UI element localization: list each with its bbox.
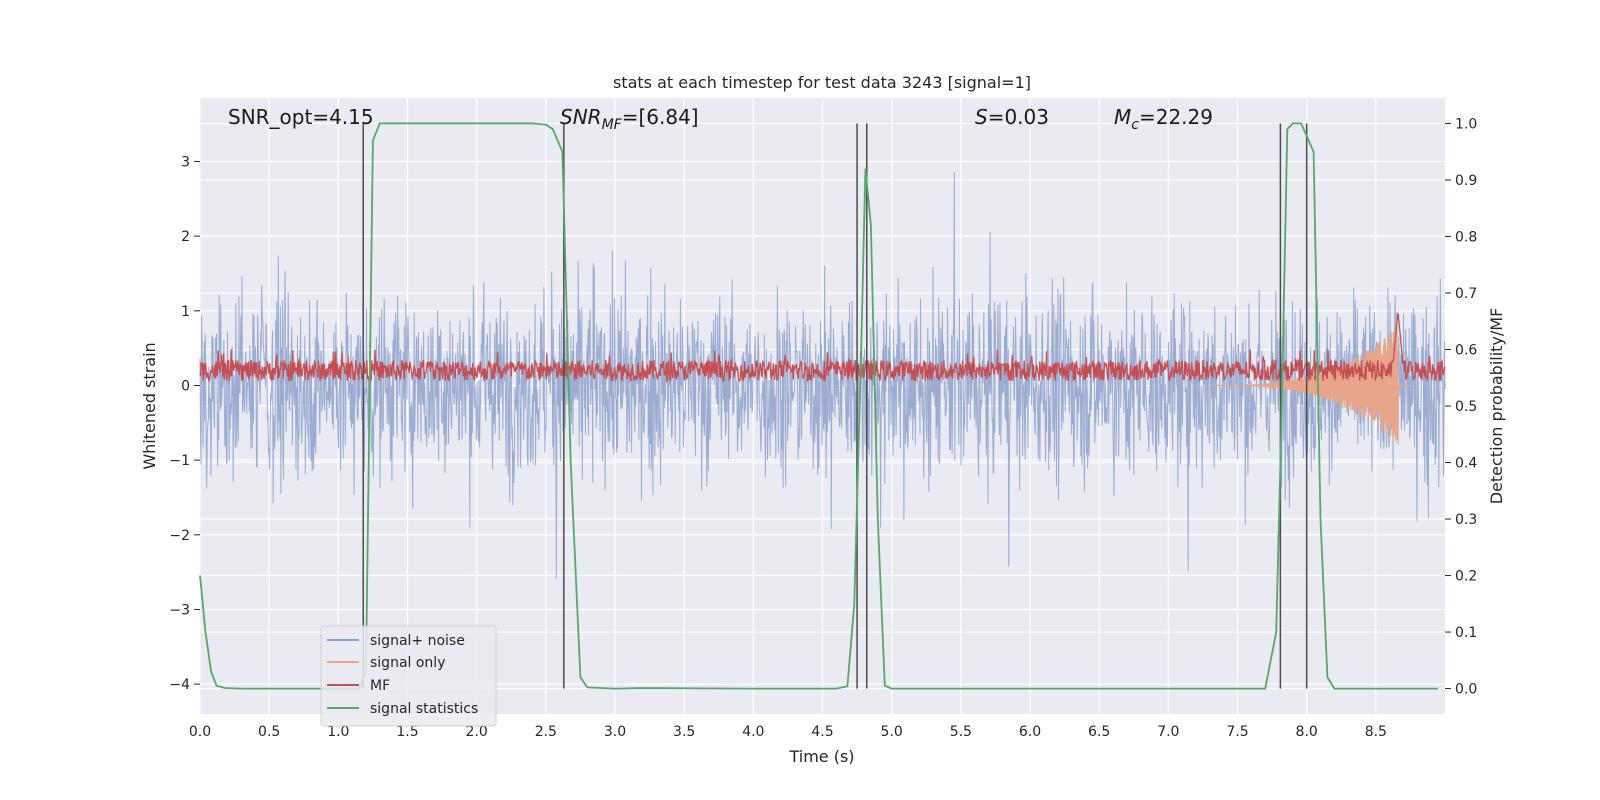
x-tick-label: 0.0 xyxy=(189,724,211,740)
annotation-s: S=0.03 xyxy=(975,105,1049,129)
x-tick-label: 7.0 xyxy=(1157,724,1179,740)
y2-tick-label: 0.4 xyxy=(1455,456,1477,472)
annotation-mc: Mc=22.29 xyxy=(1114,105,1213,133)
y-tick-label: 3 xyxy=(181,154,190,170)
y2-tick-label: 0.7 xyxy=(1455,286,1477,302)
series-mf xyxy=(199,312,1446,384)
x-tick-label: 2.5 xyxy=(535,724,557,740)
vertical-lines xyxy=(362,123,1308,689)
x-tick-label: 2.0 xyxy=(466,724,488,740)
x-tick-label: 6.5 xyxy=(1088,724,1110,740)
y-tick-label: −2 xyxy=(169,528,190,544)
y2-axis-title: Detection probability/MF xyxy=(1487,308,1506,505)
legend-label-signal-only: signal only xyxy=(370,655,445,671)
y2-tick-label: 0.8 xyxy=(1455,229,1477,245)
y-tick-label: 2 xyxy=(181,229,190,245)
x-tick-label: 8.0 xyxy=(1296,724,1318,740)
x-tick-label: 4.0 xyxy=(742,724,764,740)
x-axis-ticks: 0.0 0.5 1.0 1.5 2.0 2.5 3.0 3.5 4.0 4.5 5.0 5.5 6.0 6… xyxy=(189,724,1387,740)
x-axis-title: Time (s) xyxy=(788,747,854,766)
annotation-snr-mf: SNRMF=[6.84] xyxy=(560,105,699,133)
x-tick-label: 1.0 xyxy=(327,724,349,740)
y2-tick-label: 0.6 xyxy=(1455,342,1477,358)
y2-tick-label: 1.0 xyxy=(1455,116,1477,132)
y-axis-ticks: −4 −3 −2 −1 0 1 2 3 xyxy=(169,154,200,693)
y2-axis-ticks: 0.0 0.1 0.2 0.3 0.4 0.5 0.6 0.7 0.8 0.9 1.0 xyxy=(1445,116,1477,698)
x-tick-label: 1.5 xyxy=(396,724,418,740)
y2-tick-label: 0.9 xyxy=(1455,173,1477,189)
x-tick-label: 8.5 xyxy=(1365,724,1387,740)
y2-tick-label: 0.0 xyxy=(1455,682,1477,698)
y-axis-title: Whitened strain xyxy=(140,342,159,469)
legend-label-signal-noise: signal+ noise xyxy=(370,633,465,649)
mf-line xyxy=(199,312,1446,384)
annotation-snr-opt: SNR_opt=4.15 xyxy=(228,105,374,129)
x-tick-label: 4.5 xyxy=(811,724,833,740)
x-tick-label: 5.5 xyxy=(950,724,972,740)
x-tick-label: 3.5 xyxy=(673,724,695,740)
y-tick-label: −3 xyxy=(169,602,190,618)
y2-tick-label: 0.5 xyxy=(1455,399,1477,415)
y-tick-label: −1 xyxy=(169,453,190,469)
legend-box xyxy=(320,625,497,727)
y2-tick-label: 0.1 xyxy=(1455,625,1477,641)
y2-tick-label: 0.3 xyxy=(1455,512,1477,528)
x-tick-label: 5.0 xyxy=(881,724,903,740)
legend: signal+ noise signal only MF signal stat… xyxy=(320,625,497,727)
y-tick-label: −4 xyxy=(169,677,190,693)
y2-tick-label: 0.2 xyxy=(1455,569,1477,585)
y-tick-label: 0 xyxy=(181,378,190,394)
y-tick-label: 1 xyxy=(181,304,190,320)
x-tick-label: 0.5 xyxy=(258,724,280,740)
legend-label-mf: MF xyxy=(370,678,390,694)
x-tick-label: 3.0 xyxy=(604,724,626,740)
legend-label-signal-statistics: signal statistics xyxy=(370,701,478,717)
x-tick-label: 7.5 xyxy=(1226,724,1248,740)
x-tick-label: 6.0 xyxy=(1019,724,1041,740)
chart-title: stats at each timestep for test data 324… xyxy=(613,73,1031,92)
